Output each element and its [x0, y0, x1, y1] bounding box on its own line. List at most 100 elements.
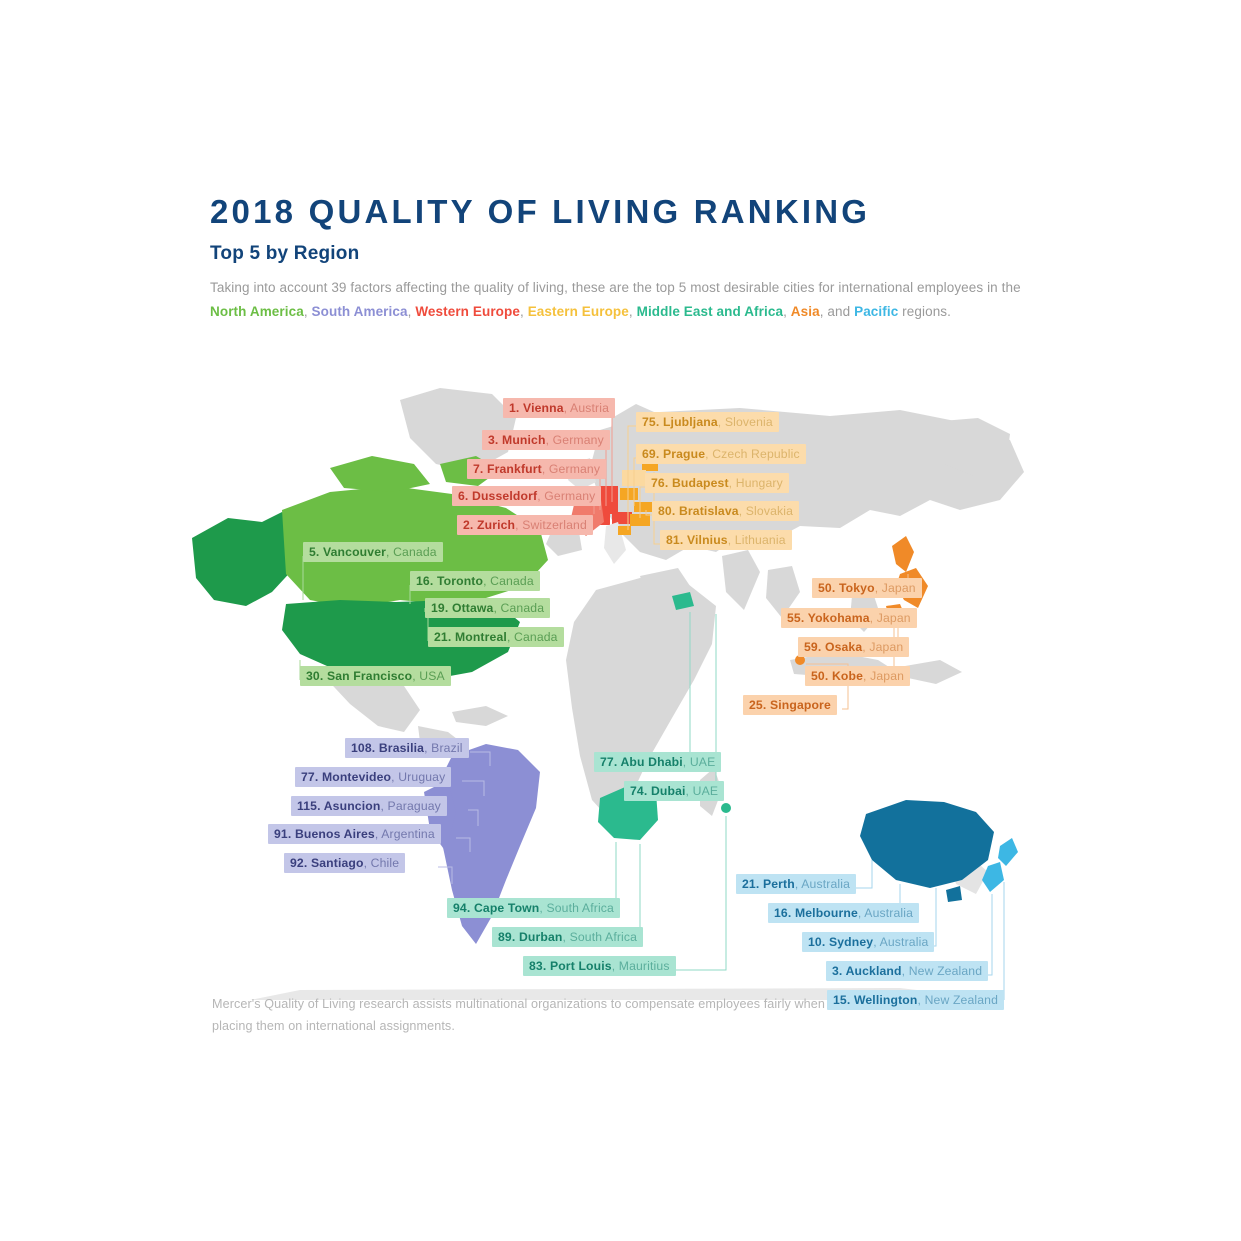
- city-rank: 75.: [642, 414, 663, 429]
- city-country: , Australia: [857, 905, 914, 920]
- city-name: Wellington: [853, 992, 918, 1007]
- city-label-vancouver[interactable]: 5. Vancouver, Canada: [303, 542, 443, 562]
- city-name: Perth: [762, 876, 795, 891]
- city-country: , Germany: [545, 432, 604, 447]
- city-label-sydney[interactable]: 10. Sydney, Australia: [802, 932, 935, 952]
- city-name: Munich: [502, 432, 546, 447]
- city-rank: 1.: [509, 400, 524, 415]
- city-name: Bratislava: [678, 503, 739, 518]
- city-label-dusseldorf[interactable]: 6. Dusseldorf, Germany: [452, 486, 602, 506]
- city-label-budapest[interactable]: 76. Budapest, Hungary: [645, 473, 789, 493]
- city-rank: 77.: [600, 754, 621, 769]
- city-country: , Germany: [537, 488, 596, 503]
- city-country: , Canada: [386, 544, 437, 559]
- city-label-singapore[interactable]: 25. Singapore: [743, 695, 837, 715]
- city-name: Prague: [662, 446, 706, 461]
- city-country: , Czech Republic: [705, 446, 800, 461]
- intro-blurb: Taking into account 39 factors affecting…: [210, 276, 1022, 322]
- city-label-capetown[interactable]: 94. Cape Town, South Africa: [447, 898, 620, 918]
- region-keyword-south-america: South America: [311, 303, 408, 319]
- city-label-bratislava[interactable]: 80. Bratislava, Slovakia: [652, 501, 800, 521]
- city-country: , Canada: [506, 629, 558, 644]
- city-name: Vancouver: [323, 544, 387, 559]
- city-label-kobe[interactable]: 50. Kobe, Japan: [805, 666, 911, 686]
- city-label-munich[interactable]: 3. Munich, Germany: [482, 430, 610, 450]
- city-label-auckland[interactable]: 3. Auckland, New Zealand: [826, 961, 989, 981]
- city-name: San Francisco: [326, 668, 413, 683]
- city-name: Vilnius: [686, 532, 728, 547]
- city-rank: 21.: [434, 629, 455, 644]
- city-label-ljubljana[interactable]: 75. Ljubljana, Slovenia: [636, 412, 779, 432]
- city-rank: 2.: [463, 517, 478, 532]
- region-keyword-eastern-europe: Eastern Europe: [527, 303, 629, 319]
- city-label-sanfrancisco[interactable]: 30. San Francisco, USA: [300, 666, 451, 686]
- city-name: Toronto: [436, 573, 484, 588]
- city-label-brasilia[interactable]: 108. Brasilia, Brazil: [345, 738, 469, 758]
- city-country: , USA: [412, 668, 445, 683]
- city-country: , Japan: [863, 668, 905, 683]
- city-label-asuncion[interactable]: 115. Asuncion, Paraguay: [291, 796, 447, 816]
- city-label-montevideo[interactable]: 77. Montevideo, Uruguay: [295, 767, 452, 787]
- city-label-yokohama[interactable]: 55. Yokohama, Japan: [781, 608, 917, 628]
- city-label-buenosaires[interactable]: 91. Buenos Aires, Argentina: [268, 824, 441, 844]
- city-label-wellington[interactable]: 15. Wellington, New Zealand: [827, 990, 1005, 1010]
- city-country: , Slovakia: [738, 503, 794, 518]
- city-name: Melbourne: [794, 905, 858, 920]
- city-country: , Canada: [483, 573, 534, 588]
- city-label-frankfurt[interactable]: 7. Frankfurt, Germany: [467, 459, 607, 479]
- city-rank: 21.: [742, 876, 763, 891]
- city-country: , UAE: [682, 754, 716, 769]
- region-keyword-north-america: North America: [210, 303, 304, 319]
- city-label-toronto[interactable]: 16. Toronto, Canada: [410, 571, 540, 591]
- city-label-santiago[interactable]: 92. Santiago, Chile: [284, 853, 406, 873]
- city-rank: 59.: [804, 639, 825, 654]
- city-label-vilnius[interactable]: 81. Vilnius, Lithuania: [660, 530, 792, 550]
- city-rank: 115.: [297, 798, 324, 813]
- city-name: Durban: [518, 929, 563, 944]
- city-label-zurich[interactable]: 2. Zurich, Switzerland: [457, 515, 593, 535]
- city-name: Osaka: [824, 639, 863, 654]
- city-label-portlouis[interactable]: 83. Port Louis, Mauritius: [523, 956, 676, 976]
- city-rank: 25.: [749, 697, 770, 712]
- city-country: , Slovenia: [717, 414, 773, 429]
- city-label-abudhabi[interactable]: 77. Abu Dhabi, UAE: [594, 752, 722, 772]
- city-label-dubai[interactable]: 74. Dubai, UAE: [624, 781, 725, 801]
- region-keyword-western-europe: Western Europe: [415, 303, 520, 319]
- city-country: , Australia: [794, 876, 851, 891]
- city-name: Cape Town: [473, 900, 540, 915]
- city-country: , New Zealand: [901, 963, 983, 978]
- city-label-prague[interactable]: 69. Prague, Czech Republic: [636, 444, 806, 464]
- page-title: 2018 QUALITY OF LIVING RANKING: [210, 193, 871, 230]
- city-label-montreal[interactable]: 21. Montreal, Canada: [428, 627, 564, 647]
- city-country: , Japan: [874, 580, 916, 595]
- city-rank: 77.: [301, 769, 322, 784]
- city-label-durban[interactable]: 89. Durban, South Africa: [492, 927, 644, 947]
- region-keyword-asia: Asia: [790, 303, 820, 319]
- city-country: , Chile: [363, 855, 400, 870]
- city-label-melbourne[interactable]: 16. Melbourne, Australia: [768, 903, 920, 923]
- city-label-ottawa[interactable]: 19. Ottawa, Canada: [425, 598, 551, 618]
- city-label-vienna[interactable]: 1. Vienna, Austria: [503, 398, 616, 418]
- city-country: , Argentina: [374, 826, 435, 841]
- city-name: Kobe: [831, 668, 864, 683]
- city-rank: 6.: [458, 488, 473, 503]
- city-country: , Paraguay: [380, 798, 441, 813]
- city-country: , Switzerland: [515, 517, 587, 532]
- city-rank: 3.: [832, 963, 846, 978]
- city-name: Yokohama: [807, 610, 870, 625]
- blurb-text-tail: regions.: [898, 303, 952, 319]
- map-stage: 1. Vienna, Austria 3. Munich, Germany 7. F…: [0, 360, 1241, 1010]
- city-label-osaka[interactable]: 59. Osaka, Japan: [798, 637, 910, 657]
- city-name: Port Louis: [549, 958, 612, 973]
- city-rank: 81.: [666, 532, 687, 547]
- city-country: , Japan: [869, 610, 911, 625]
- city-rank: 69.: [642, 446, 663, 461]
- region-keyword-pacific: Pacific: [854, 303, 899, 319]
- city-rank: 83.: [529, 958, 550, 973]
- city-country: , Australia: [873, 934, 929, 949]
- city-label-tokyo[interactable]: 50. Tokyo, Japan: [812, 578, 922, 598]
- city-label-perth[interactable]: 21. Perth, Australia: [736, 874, 857, 894]
- city-rank: 108.: [351, 740, 379, 755]
- city-rank: 3.: [488, 432, 503, 447]
